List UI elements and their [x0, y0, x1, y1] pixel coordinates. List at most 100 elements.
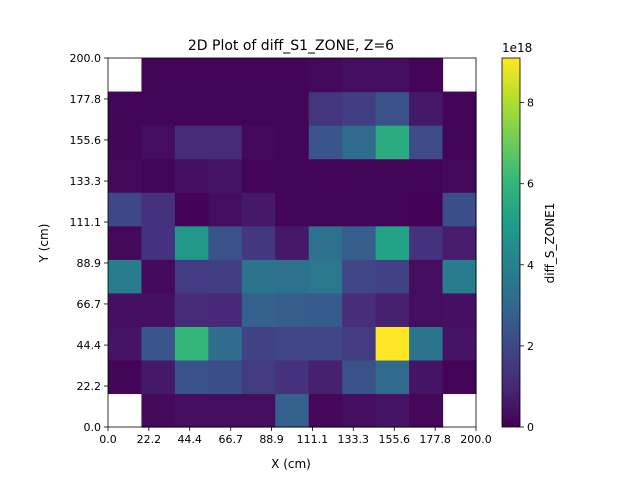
- heatmap-cell: [141, 359, 176, 395]
- y-tick-label: 111.1: [70, 216, 102, 229]
- heatmap-cell: [241, 158, 276, 193]
- x-tick-label: 88.9: [259, 433, 284, 446]
- heatmap-cell: [174, 359, 209, 395]
- heatmap-cell: [308, 393, 343, 428]
- y-tick-label: 88.9: [77, 257, 102, 270]
- heatmap-cell: [275, 259, 310, 294]
- heatmap-cell: [241, 91, 276, 126]
- heatmap-cell: [174, 125, 209, 160]
- heatmap-cell: [342, 393, 377, 428]
- heatmap-cell: [308, 359, 343, 395]
- x-tick-label: 66.7: [218, 433, 243, 446]
- heatmap-cell: [442, 91, 477, 126]
- heatmap-cell: [409, 225, 444, 260]
- heatmap-cell: [141, 58, 176, 93]
- heatmap-cell: [108, 259, 143, 294]
- heatmap-cell: [375, 292, 410, 327]
- heatmap-cell: [409, 259, 444, 294]
- heatmap-cell: [141, 192, 176, 227]
- chart-title: 2D Plot of diff_S1_ZONE, Z=6: [188, 38, 394, 54]
- heatmap-cell: [141, 225, 176, 260]
- heatmap-cell: [342, 359, 377, 395]
- heatmap-cell: [208, 58, 243, 93]
- heatmap-cell: [241, 125, 276, 160]
- x-tick-label: 22.2: [137, 433, 162, 446]
- heatmap-cell: [108, 225, 143, 260]
- colorbar-gradient: [501, 57, 521, 428]
- heatmap-cell: [342, 326, 377, 361]
- heatmap-cell: [241, 359, 276, 395]
- heatmap-cell: [174, 225, 209, 260]
- heatmap-cell: [174, 91, 209, 126]
- heatmap-cell: [275, 292, 310, 327]
- heatmap-cell: [308, 292, 343, 327]
- y-tick-label: 44.4: [77, 339, 102, 352]
- heatmap-cell: [442, 259, 477, 294]
- heatmap-cell: [108, 192, 143, 227]
- heatmap-cell: [308, 192, 343, 227]
- heatmap-cell: [174, 58, 209, 93]
- heatmap-cell: [375, 192, 410, 227]
- colorbar-tick-label: 4: [527, 259, 534, 272]
- y-tick-label: 22.2: [77, 380, 102, 393]
- x-tick-label: 133.3: [338, 433, 370, 446]
- heatmap-cell: [308, 326, 343, 361]
- y-tick-label: 66.7: [77, 298, 102, 311]
- heatmap-cell: [208, 359, 243, 395]
- heatmap-cell: [409, 158, 444, 193]
- colorbar-label: diff_S_ZONE1: [543, 203, 557, 284]
- x-tick-label: 44.4: [177, 433, 202, 446]
- heatmap-cell: [275, 326, 310, 361]
- heatmap-cell: [208, 125, 243, 160]
- heatmap-cell: [208, 292, 243, 327]
- heatmap-cell: [174, 292, 209, 327]
- heatmap-cell: [141, 259, 176, 294]
- heatmap-cell: [208, 326, 243, 361]
- heatmap-cell: [208, 393, 243, 428]
- heatmap-cell: [375, 326, 410, 361]
- heatmap-cell: [208, 192, 243, 227]
- y-tick-label: 200.0: [70, 52, 102, 65]
- heatmap-cell: [442, 125, 477, 160]
- heatmap-cell: [208, 225, 243, 260]
- heatmap-cell: [241, 292, 276, 327]
- y-axis-label: Y (cm): [37, 224, 51, 264]
- heatmap-cell: [275, 359, 310, 395]
- heatmap-cell: [442, 292, 477, 327]
- heatmap-cell: [241, 259, 276, 294]
- heatmap-cell: [241, 225, 276, 260]
- heatmap-cell: [375, 225, 410, 260]
- heatmap-cell: [141, 158, 176, 193]
- heatmap-cell: [308, 91, 343, 126]
- x-axis-label: X (cm): [271, 457, 311, 471]
- heatmap-cell: [141, 292, 176, 327]
- colorbar-tick-label: 8: [527, 97, 534, 110]
- heatmap-cell: [409, 125, 444, 160]
- heatmap-cell: [442, 225, 477, 260]
- colorbar-tick-label: 6: [527, 178, 534, 191]
- heatmap-cell: [275, 393, 310, 428]
- heatmap-cell: [375, 91, 410, 126]
- heatmap-cell: [342, 58, 377, 93]
- y-tick-label: 177.8: [70, 93, 102, 106]
- heatmap-cell: [409, 292, 444, 327]
- colorbar-tick-label: 0: [527, 421, 534, 434]
- heatmap-cell: [241, 192, 276, 227]
- heatmap-cell: [342, 259, 377, 294]
- heatmap-cell: [208, 158, 243, 193]
- heatmap-cell: [108, 359, 143, 395]
- heatmap-cell: [308, 225, 343, 260]
- heatmap-cell: [174, 326, 209, 361]
- colorbar-tick-label: 2: [527, 340, 534, 353]
- heatmap-cell: [375, 359, 410, 395]
- heatmap-cell: [241, 393, 276, 428]
- heatmap-cell: [174, 192, 209, 227]
- heatmap-cell: [275, 58, 310, 93]
- heatmap-cell: [108, 91, 143, 126]
- heatmap-cell: [409, 359, 444, 395]
- heatmap-cell: [275, 225, 310, 260]
- x-tick-label: 155.6: [379, 433, 411, 446]
- heatmap-cell: [375, 58, 410, 93]
- heatmap-cell: [375, 393, 410, 428]
- heatmap-cell: [442, 326, 477, 361]
